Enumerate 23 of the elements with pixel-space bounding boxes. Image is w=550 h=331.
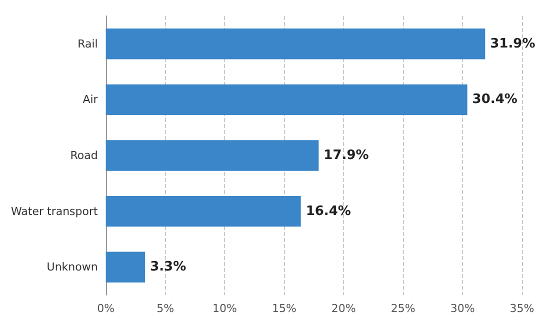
x-tick-label: 5% (156, 302, 174, 315)
x-tick-label: 0% (97, 302, 115, 315)
y-tick-label: Road (70, 149, 98, 162)
x-tick-label: 25% (390, 302, 416, 315)
data-label: 3.3% (150, 260, 186, 275)
x-tick-label: 35% (510, 302, 534, 315)
bar (106, 196, 301, 227)
y-tick-label: Rail (78, 37, 98, 50)
bar (106, 140, 319, 171)
y-tick-label: Air (82, 93, 98, 106)
y-tick-label: Water transport (10, 204, 99, 218)
y-tick-label: Unknown (46, 260, 98, 274)
data-label: 30.4% (472, 92, 518, 108)
data-label: 16.4% (306, 204, 351, 219)
x-tick-label: 15% (272, 302, 296, 315)
x-tick-label: 20% (331, 302, 356, 315)
data-label: 17.9% (324, 148, 369, 163)
data-label: 31.9% (490, 36, 536, 52)
x-tick-label: 30% (450, 302, 475, 315)
bar (106, 252, 146, 282)
bar (106, 28, 486, 60)
bar (106, 84, 468, 116)
x-tick-label: 10% (212, 302, 237, 315)
